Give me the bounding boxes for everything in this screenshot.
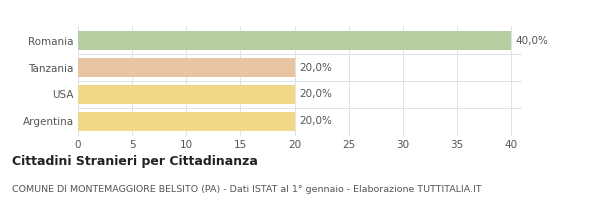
Bar bbox=[78, 112, 295, 131]
Text: COMUNE DI MONTEMAGGIORE BELSITO (PA) - Dati ISTAT al 1° gennaio - Elaborazione T: COMUNE DI MONTEMAGGIORE BELSITO (PA) - D… bbox=[12, 185, 482, 194]
Bar bbox=[78, 58, 295, 77]
Bar bbox=[78, 85, 295, 104]
Legend: Europa, Africa, America: Europa, Africa, America bbox=[205, 0, 395, 3]
Bar bbox=[78, 31, 511, 50]
Text: 20,0%: 20,0% bbox=[299, 89, 332, 99]
Text: 20,0%: 20,0% bbox=[299, 116, 332, 126]
Text: 40,0%: 40,0% bbox=[515, 36, 548, 46]
Text: 20,0%: 20,0% bbox=[299, 63, 332, 73]
Text: Cittadini Stranieri per Cittadinanza: Cittadini Stranieri per Cittadinanza bbox=[12, 155, 258, 168]
